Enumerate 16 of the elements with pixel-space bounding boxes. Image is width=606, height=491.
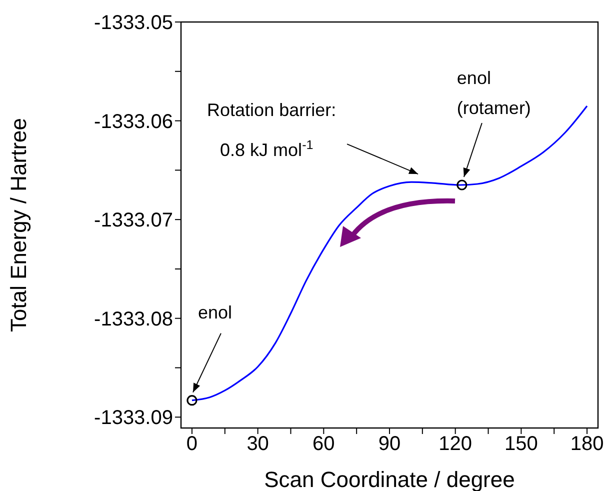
x-tick-label: 90: [378, 433, 401, 456]
x-tick-label: 150: [504, 433, 538, 456]
x-tick-label: 30: [246, 433, 269, 456]
x-tick-label: 180: [570, 433, 604, 456]
y-axis-title: Total Energy / Hartree: [6, 118, 31, 332]
y-tick-label: -1333.07: [94, 210, 173, 232]
y-tick-label: -1333.08: [94, 308, 173, 330]
x-tick-label: 60: [312, 433, 335, 456]
x-tick-label: 0: [186, 433, 198, 456]
annotation: enol: [198, 302, 232, 322]
annotation: Rotation barrier: 0.8 kJ mol$^{-1}$: [207, 100, 336, 160]
y-tick-label: -1333.09: [94, 407, 173, 430]
y-tick-label: -1333.06: [94, 110, 173, 133]
annotation: enol (rotamer): [456, 68, 531, 118]
x-tick-label: 120: [438, 433, 472, 456]
y-tick-label: -1333.05: [94, 12, 173, 34]
